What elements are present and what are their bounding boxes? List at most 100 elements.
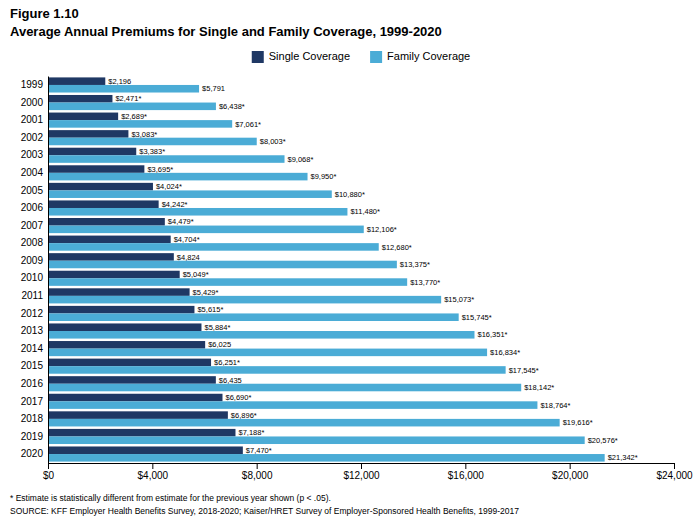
bar (48, 313, 459, 321)
bar (48, 113, 118, 121)
data-label: $6,251* (214, 358, 240, 367)
tick: $8,000 (242, 463, 273, 481)
chart: Figure 1.10Average Annual Premiums for S… (0, 0, 698, 525)
bar (48, 394, 222, 402)
data-label: $6,690* (225, 393, 251, 402)
tick-mark (465, 463, 466, 469)
bar (48, 296, 441, 304)
bar (48, 331, 474, 339)
tick-mark (48, 463, 49, 469)
tick: 2011 (21, 290, 48, 301)
bar (48, 366, 506, 374)
tick: 2001 (21, 114, 48, 125)
data-label: $16,834* (490, 348, 520, 357)
tick: 2016 (21, 378, 48, 389)
bar (48, 155, 285, 163)
bar (48, 261, 397, 269)
tick-label: 2009 (21, 255, 44, 266)
tick: $24,000 (656, 463, 693, 481)
bar (48, 200, 159, 208)
bar (48, 208, 347, 216)
bar (48, 419, 560, 427)
tick: 2015 (21, 360, 48, 371)
data-label: $13,375* (400, 260, 430, 269)
tick-label: 2016 (21, 378, 44, 389)
bar (48, 271, 180, 279)
tick-mark (674, 463, 675, 469)
bar (48, 148, 136, 156)
data-label: $3,695* (147, 165, 173, 174)
tick-label: 2013 (21, 325, 44, 336)
plot: $2,196$2,471*$2,689*$3,083*$3,383*$3,695… (21, 77, 693, 482)
tick-label: 2006 (21, 202, 44, 213)
bar (48, 236, 171, 244)
data-label: $4,479* (168, 217, 194, 226)
data-label: $5,429* (193, 288, 219, 297)
tick: 2010 (21, 272, 48, 283)
tick-label: 2018 (21, 413, 44, 424)
tick: 2012 (21, 308, 48, 319)
data-label: $2,689* (121, 112, 147, 121)
legend: Single CoverageFamily Coverage (252, 50, 470, 63)
tick-label: 2004 (21, 167, 44, 178)
data-label: $4,704* (174, 235, 200, 244)
bar (48, 95, 112, 103)
footnote: * Estimate is statistically different fr… (10, 493, 331, 503)
tick: $16,000 (448, 463, 485, 481)
bar (48, 165, 144, 173)
tick-label: 2008 (21, 237, 44, 248)
bar (48, 138, 257, 146)
data-label: $4,824 (177, 253, 200, 262)
bars (48, 77, 605, 461)
bar (48, 226, 364, 234)
bar (48, 411, 228, 419)
data-label: $5,791 (202, 84, 225, 93)
tick-mark (361, 463, 362, 469)
data-label: $11,480* (350, 207, 380, 216)
tick-label: 2007 (21, 220, 44, 231)
data-label: $19,616* (563, 418, 593, 427)
data-label: $7,188* (238, 428, 264, 437)
tick-label: $8,000 (242, 470, 273, 481)
bar (48, 288, 190, 296)
data-label: $2,196 (108, 77, 131, 86)
data-label: $5,615* (197, 305, 223, 314)
bar (48, 77, 105, 85)
bar (48, 384, 521, 392)
tick: 2000 (21, 97, 48, 108)
footnote: SOURCE: KFF Employer Health Benefits Sur… (10, 506, 519, 516)
tick: 2013 (21, 325, 48, 336)
tick: 2009 (21, 255, 48, 266)
data-label: $18,764* (540, 401, 570, 410)
bar (48, 85, 199, 93)
data-label: $21,342* (608, 453, 638, 462)
tick-label: 2012 (21, 308, 44, 319)
tick: 2020 (21, 448, 48, 459)
tick-label: 2003 (21, 149, 44, 160)
data-label: $4,242* (162, 200, 188, 209)
title: Figure 1.10 (10, 6, 79, 21)
data-label: $15,745* (462, 313, 492, 322)
data-label: $13,770* (410, 278, 440, 287)
tick-label: 2014 (21, 343, 44, 354)
axis-line (48, 77, 49, 464)
y-axis: 1999200020012002200320042005200620072008… (21, 77, 49, 464)
bar (48, 253, 174, 261)
data-label: $6,896* (231, 411, 257, 420)
tick-label: 2017 (21, 396, 44, 407)
tick-label: $4,000 (138, 470, 169, 481)
tick: $4,000 (138, 463, 169, 481)
tick-label: 2015 (21, 360, 44, 371)
bar (48, 130, 128, 138)
tick: $0 (43, 463, 55, 481)
data-label: $7,061* (235, 120, 261, 129)
tick: 2019 (21, 431, 48, 442)
bar (48, 341, 205, 349)
data-label: $15,073* (444, 295, 474, 304)
tick-label: 2019 (21, 431, 44, 442)
tick-label: $20,000 (552, 470, 589, 481)
tick: 2007 (21, 220, 48, 231)
tick: 2018 (21, 413, 48, 424)
tick: 2006 (21, 202, 48, 213)
tick-label: $0 (43, 470, 55, 481)
